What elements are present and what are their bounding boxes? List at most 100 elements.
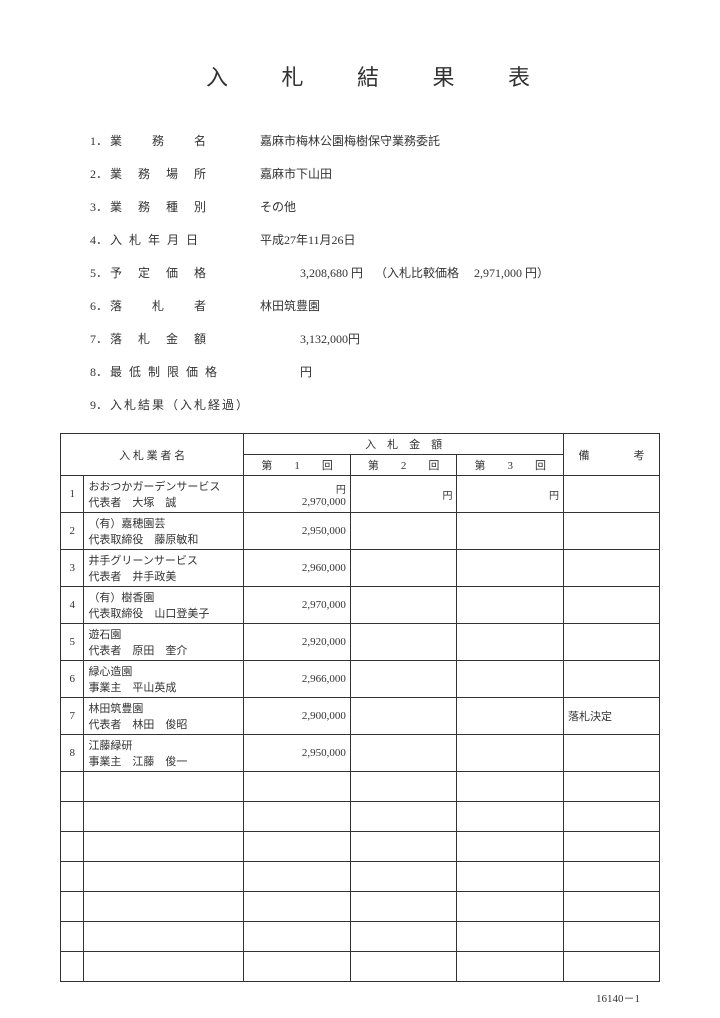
bid-amount (457, 624, 564, 661)
info-list: 1．業 務 名嘉麻市梅林公園梅樹保守業務委託2．業 務 場 所嘉麻市下山田3．業… (90, 132, 660, 413)
info-row: 2．業 務 場 所嘉麻市下山田 (90, 165, 660, 182)
info-label: 落 札 者 (110, 297, 260, 314)
info-value: 円 (260, 363, 660, 380)
bid-amount (350, 624, 457, 661)
row-num: 4 (61, 587, 84, 624)
empty-cell (84, 922, 244, 952)
bidder-name: （有）樹香園代表取締役 山口登美子 (84, 587, 244, 624)
row-num: 6 (61, 661, 84, 698)
th-remarks: 備 考 (564, 434, 660, 476)
bid-amount: 2,960,000 (244, 550, 351, 587)
info-row: 6．落 札 者林田筑豊園 (90, 297, 660, 314)
table-row (61, 892, 660, 922)
th-amount: 入 札 金 額 (244, 434, 564, 455)
empty-cell (350, 952, 457, 982)
info-value: 嘉麻市下山田 (260, 165, 660, 182)
bid-amount (350, 661, 457, 698)
bid-amount: 2,950,000 (244, 735, 351, 772)
info-label: 入 札 年 月 日 (110, 231, 260, 248)
empty-cell (84, 952, 244, 982)
table-row (61, 772, 660, 802)
row-num: 2 (61, 513, 84, 550)
bid-amount (350, 735, 457, 772)
table-row: 5遊石園代表者 原田 奎介2,920,000 (61, 624, 660, 661)
empty-cell (61, 922, 84, 952)
info-label: 入札結果（入札経過） (110, 396, 260, 413)
empty-cell (350, 862, 457, 892)
info-row: 4．入 札 年 月 日平成27年11月26日 (90, 231, 660, 248)
info-value: 3,132,000円 (260, 330, 660, 347)
bidder-name: 緑心造園事業主 平山英成 (84, 661, 244, 698)
table-row (61, 862, 660, 892)
empty-cell (564, 802, 660, 832)
empty-cell (244, 832, 351, 862)
info-value: その他 (260, 198, 660, 215)
empty-cell (61, 832, 84, 862)
info-label: 業 務 名 (110, 132, 260, 149)
empty-cell (564, 862, 660, 892)
empty-cell (84, 772, 244, 802)
empty-cell (61, 952, 84, 982)
info-num: 1． (90, 132, 110, 149)
info-label: 最 低 制 限 価 格 (110, 363, 260, 380)
empty-cell (457, 862, 564, 892)
remarks (564, 661, 660, 698)
info-row: 5．予 定 価 格3,208,680 円（入札比較価格 2,971,000 円） (90, 264, 660, 281)
empty-cell (350, 802, 457, 832)
empty-cell (61, 892, 84, 922)
info-num: 5． (90, 264, 110, 281)
empty-cell (244, 892, 351, 922)
bid-amount (457, 661, 564, 698)
empty-cell (84, 892, 244, 922)
bidders-table: 入 札 業 者 名 入 札 金 額 備 考 第 1 回 第 2 回 第 3 回 … (60, 433, 660, 982)
bid-amount (350, 698, 457, 735)
table-row: 2（有）嘉穂園芸代表取締役 藤原敏和2,950,000 (61, 513, 660, 550)
bid-amount (350, 513, 457, 550)
info-label: 業 務 場 所 (110, 165, 260, 182)
page-title: 入 札 結 果 表 (60, 60, 660, 92)
info-label: 落 札 金 額 (110, 330, 260, 347)
empty-cell (61, 862, 84, 892)
remarks (564, 587, 660, 624)
empty-cell (61, 802, 84, 832)
info-row: 3．業 務 種 別その他 (90, 198, 660, 215)
table-row: 6緑心造園事業主 平山英成2,966,000 (61, 661, 660, 698)
empty-cell (350, 922, 457, 952)
empty-cell (244, 862, 351, 892)
table-row: 7林田筑豊園代表者 林田 俊昭2,900,000落札決定 (61, 698, 660, 735)
table-row (61, 802, 660, 832)
info-row: 7．落 札 金 額3,132,000円 (90, 330, 660, 347)
bidder-name: 江藤緑研事業主 江藤 俊一 (84, 735, 244, 772)
bid-amount: 円2,970,000 (244, 476, 351, 513)
table-row (61, 952, 660, 982)
empty-cell (564, 772, 660, 802)
bid-amount: 円 (457, 476, 564, 513)
bid-amount: 2,970,000 (244, 587, 351, 624)
empty-cell (61, 772, 84, 802)
bid-amount: 2,900,000 (244, 698, 351, 735)
empty-cell (244, 802, 351, 832)
info-value: 平成27年11月26日 (260, 231, 660, 248)
remarks (564, 476, 660, 513)
info-value (260, 396, 660, 413)
bid-amount (457, 735, 564, 772)
row-num: 7 (61, 698, 84, 735)
empty-cell (457, 772, 564, 802)
empty-cell (564, 892, 660, 922)
empty-cell (350, 832, 457, 862)
table-row: 4（有）樹香園代表取締役 山口登美子2,970,000 (61, 587, 660, 624)
empty-cell (564, 832, 660, 862)
empty-cell (350, 892, 457, 922)
th-name: 入 札 業 者 名 (61, 434, 244, 476)
bid-amount (457, 513, 564, 550)
footer-code: 16140－1 (60, 990, 660, 1006)
empty-cell (244, 772, 351, 802)
info-num: 7． (90, 330, 110, 347)
bid-amount (457, 550, 564, 587)
info-num: 4． (90, 231, 110, 248)
info-row: 8．最 低 制 限 価 格円 (90, 363, 660, 380)
bid-amount: 2,966,000 (244, 661, 351, 698)
bidder-name: （有）嘉穂園芸代表取締役 藤原敏和 (84, 513, 244, 550)
info-label: 業 務 種 別 (110, 198, 260, 215)
empty-cell (564, 922, 660, 952)
